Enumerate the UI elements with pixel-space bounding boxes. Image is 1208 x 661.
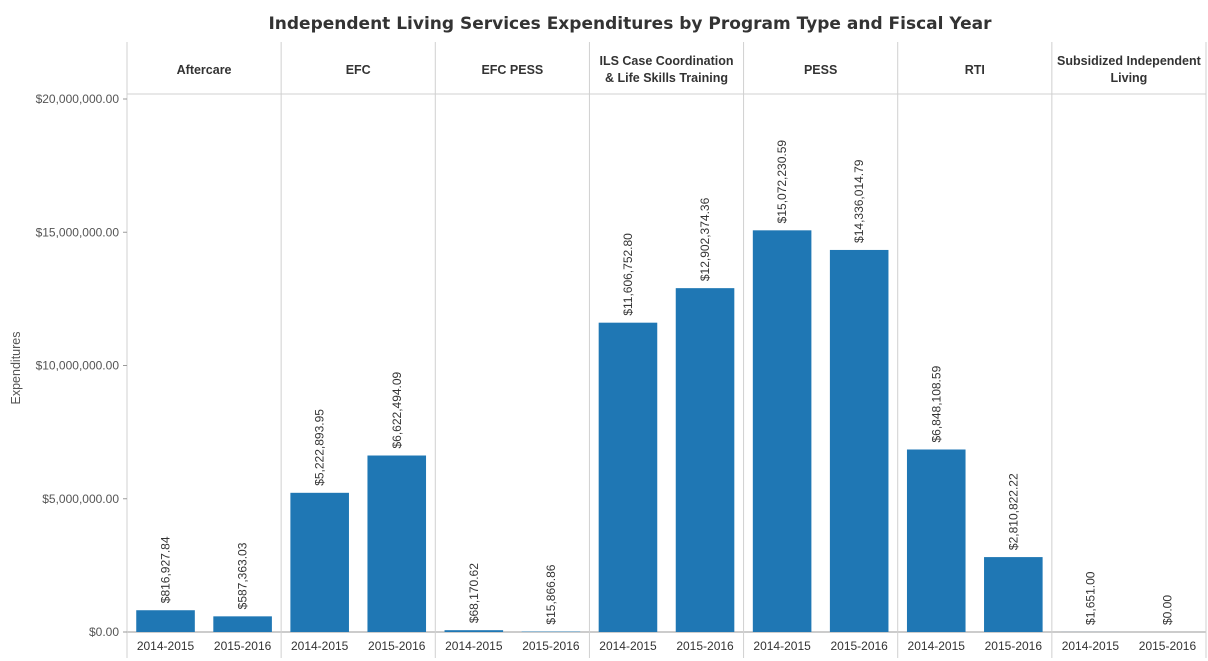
- y-axis: $0.00 $5,000,000.00 $10,000,000.00 $15,000,…: [36, 92, 127, 639]
- bar: [752, 230, 812, 632]
- panel-subsidized-independent-living: Subsidized Independent Living $1,651.00 201…: [1057, 54, 1202, 653]
- x-tick-label: 2014-2015: [599, 639, 657, 653]
- x-tick-label: 2015-2016: [214, 639, 272, 653]
- bar-value-label: $68,170.62: [467, 563, 481, 623]
- bar-value-label: $14,336,014.79: [852, 159, 866, 243]
- chart-frame: [126, 42, 1207, 658]
- bar-value-label: $12,902,374.36: [698, 197, 712, 281]
- x-tick-label: 2014-2015: [137, 639, 195, 653]
- bar: [906, 449, 966, 632]
- panel-header: EFC PESS: [481, 63, 543, 77]
- bar-value-label: $587,363.03: [236, 542, 250, 609]
- bar-value-label: $0.00: [1160, 595, 1174, 625]
- x-tick-label: 2015-2016: [676, 639, 734, 653]
- bar-value-label: $5,222,893.95: [313, 409, 327, 486]
- x-tick-label: 2014-2015: [908, 639, 966, 653]
- panel-efc-pess: EFC PESS $68,170.62 2014-2015 $15,866.86 201…: [444, 63, 581, 653]
- bar: [444, 630, 504, 632]
- y-axis-title: Expenditures: [9, 332, 23, 405]
- x-tick-label: 2014-2015: [1062, 639, 1120, 653]
- y-tick-label: $15,000,000.00: [36, 225, 120, 239]
- y-tick-label: $10,000,000.00: [36, 359, 120, 373]
- bar: [675, 288, 735, 632]
- bar: [213, 616, 272, 632]
- bar-value-label: $6,622,494.09: [390, 371, 404, 448]
- panel-header-line: EFC: [346, 63, 371, 77]
- facet-panels: Aftercare $816,927.84 2014-2015 $587,363.03…: [136, 54, 1202, 653]
- x-tick-label: 2014-2015: [445, 639, 503, 653]
- bar: [598, 322, 658, 632]
- y-tick-label: $20,000,000.00: [36, 92, 120, 106]
- bar-value-label: $816,927.84: [159, 536, 173, 603]
- panel-header-line: PESS: [804, 63, 837, 77]
- bar: [136, 610, 195, 632]
- panel-header-line: & Life Skills Training: [605, 71, 728, 85]
- bar: [829, 249, 889, 633]
- bar-value-label: $6,848,108.59: [929, 365, 943, 442]
- x-tick-label: 2015-2016: [368, 639, 426, 653]
- x-tick-label: 2015-2016: [1139, 639, 1197, 653]
- bar-value-label: $11,606,752.80: [621, 233, 635, 316]
- panel-aftercare: Aftercare $816,927.84 2014-2015 $587,363.03…: [136, 63, 272, 653]
- bar-value-label: $1,651.00: [1083, 571, 1097, 625]
- bar-value-label: $15,866.86: [544, 564, 558, 624]
- x-tick-label: 2014-2015: [753, 639, 811, 653]
- panel-header: EFC: [346, 63, 371, 77]
- panel-header: Aftercare: [177, 63, 232, 77]
- panel-header-line: RTI: [965, 63, 985, 77]
- bar: [290, 492, 349, 632]
- bar-value-label: $15,072,230.59: [775, 140, 789, 224]
- panel-header-line: Living: [1111, 71, 1148, 85]
- panel-header: PESS: [804, 63, 837, 77]
- panel-header: Subsidized Independent Living: [1057, 54, 1202, 85]
- panel-header: RTI: [965, 63, 985, 77]
- y-tick-label: $5,000,000.00: [42, 492, 119, 506]
- panel-header: ILS Case Coordination & Life Skills Train…: [599, 54, 733, 85]
- panel-header-line: Subsidized Independent: [1057, 54, 1202, 68]
- panel-efc: EFC $5,222,893.95 2014-2015 $6,622,494.09 20…: [290, 63, 427, 653]
- bar: [984, 557, 1043, 632]
- panel-header-line: ILS Case Coordination: [599, 54, 733, 68]
- x-tick-label: 2015-2016: [522, 639, 580, 653]
- x-tick-label: 2014-2015: [291, 639, 349, 653]
- y-tick-label: $0.00: [89, 625, 119, 639]
- bar-value-label: $2,810,822.22: [1006, 473, 1020, 550]
- chart-title: Independent Living Services Expenditures…: [268, 14, 992, 34]
- panel-header-line: EFC PESS: [481, 63, 543, 77]
- panel-header-line: Aftercare: [177, 63, 232, 77]
- x-tick-label: 2015-2016: [830, 639, 888, 653]
- panel-pess: PESS $15,072,230.59 2014-2015 $14,336,014.7…: [752, 63, 889, 653]
- x-tick-label: 2015-2016: [985, 639, 1043, 653]
- bar: [367, 455, 427, 632]
- panel-rti: RTI $6,848,108.59 2014-2015 $2,810,822.22 20…: [906, 63, 1043, 653]
- panel-ils-case-coordination-life-skills-training: ILS Case Coordination & Life Skills Train…: [598, 54, 735, 653]
